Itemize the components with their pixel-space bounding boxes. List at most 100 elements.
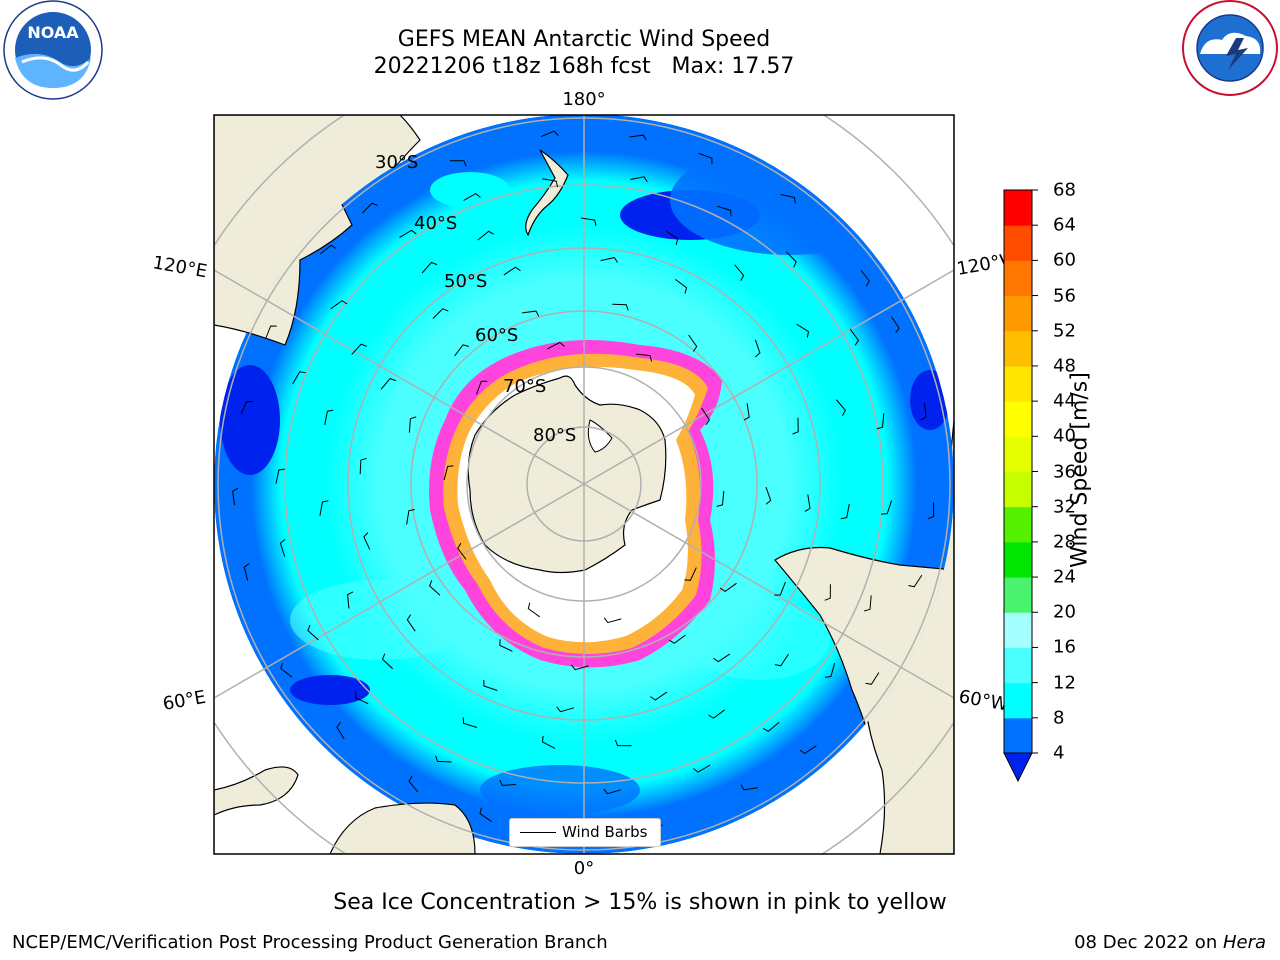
wind-barb	[330, 300, 348, 310]
wind-barb	[774, 581, 786, 596]
footer-credit: NCEP/EMC/Verification Post Processing Pr…	[12, 932, 608, 953]
noaa-logo-text: NOAA	[27, 23, 79, 42]
wind-barb	[319, 500, 329, 516]
lon-label-60e: 60°E	[161, 687, 207, 715]
wind-barb	[698, 152, 713, 165]
wind-barb	[774, 653, 789, 667]
wind-barb	[542, 178, 558, 188]
colorbar-segment	[1004, 401, 1032, 437]
colorbar-segment	[1004, 647, 1032, 684]
wind-barb	[351, 343, 367, 355]
wind-barb	[580, 217, 597, 227]
wind-barb	[636, 353, 653, 362]
lat-label-60s: 60°S	[475, 325, 518, 346]
colorbar-segment	[1004, 190, 1032, 226]
map-frame	[213, 114, 955, 855]
wind-barb	[347, 591, 354, 609]
wind-barb	[688, 334, 698, 352]
wind-barb	[600, 257, 619, 263]
wind-barb	[547, 341, 565, 350]
wind-barb	[483, 679, 498, 691]
wind-barb	[630, 176, 648, 183]
colorbar-under-arrow	[1003, 752, 1033, 783]
nws-logo	[1182, 0, 1278, 96]
wind-barb	[734, 264, 745, 281]
wind-barb	[406, 509, 415, 525]
lon-label-180: 180°	[562, 89, 605, 110]
wind-barb	[693, 764, 711, 773]
wind-barb	[556, 706, 575, 713]
lat-label-70s: 70°S	[503, 376, 546, 397]
wind-barb-legend-line	[520, 832, 556, 833]
wind-barb	[408, 416, 417, 433]
colorbar-tick-label: 4	[1053, 742, 1065, 764]
wind-barb	[336, 722, 345, 740]
colorbar-segment	[1004, 436, 1032, 472]
wind-barb	[265, 325, 277, 340]
colorbar-segment	[1004, 506, 1032, 543]
colorbar-tick-label: 24	[1053, 566, 1076, 588]
wind-barb	[406, 614, 416, 632]
footer-date: 08 Dec 2022 on Hera	[1074, 932, 1266, 953]
wind-barb	[280, 662, 293, 678]
colorbar-tick-label: 16	[1053, 636, 1076, 658]
wind-barb	[240, 400, 253, 415]
wind-barb	[477, 230, 495, 241]
colorbar-segment	[1004, 682, 1032, 719]
colorbar-segment	[1004, 260, 1032, 297]
wind-barb	[927, 502, 935, 520]
colorbar-tick-label: 64	[1053, 214, 1076, 236]
wind-barb	[876, 413, 885, 430]
wind-barb	[275, 468, 285, 484]
colorbar-segment	[1004, 577, 1032, 613]
wind-barb	[363, 532, 371, 550]
noaa-logo: NOAA	[3, 0, 103, 100]
colorbar-tick-label: 20	[1053, 601, 1076, 623]
colorbar-segment	[1004, 295, 1032, 332]
wind-barb	[792, 417, 799, 435]
lat-label-30s: 30°S	[375, 152, 418, 173]
wind-barb	[743, 403, 750, 421]
wind-barb	[361, 202, 378, 214]
chart-title: GEFS MEAN Antarctic Wind Speed	[397, 27, 771, 52]
wind-barb	[457, 542, 467, 560]
wind-barb	[716, 490, 725, 507]
footer-date-text: 08 Dec 2022 on	[1074, 932, 1223, 953]
wind-barb	[701, 407, 711, 426]
wind-barb	[716, 205, 732, 217]
wind-barb	[435, 755, 452, 763]
wind-barb	[650, 691, 668, 701]
wind-barb	[499, 639, 513, 652]
colorbar-segment	[1004, 541, 1032, 578]
lat-label-40s: 40°S	[414, 213, 457, 234]
wind-barb	[541, 735, 556, 749]
colorbar-tick-label: 44	[1053, 390, 1076, 412]
colorbar-tick-label: 36	[1053, 461, 1076, 482]
wind-barb	[865, 672, 880, 685]
wind-barb	[799, 745, 817, 755]
lon-label-0: 0°	[574, 858, 594, 879]
wind-barb	[614, 739, 632, 747]
sea-ice-note: Sea Ice Concentration > 15% is shown in …	[333, 890, 947, 915]
wind-barb	[629, 134, 647, 141]
wind-barb	[860, 269, 871, 287]
wind-barb	[713, 653, 731, 663]
wind-barb	[908, 574, 923, 588]
wind-barb	[780, 194, 796, 204]
wind-barb	[429, 580, 441, 596]
colorbar-tick-label: 12	[1053, 672, 1076, 694]
colorbar	[1003, 189, 1038, 783]
wind-barb	[824, 662, 836, 678]
wind-barb	[319, 244, 337, 255]
legend-label: Wind Barbs	[562, 823, 648, 841]
colorbar-segment	[1004, 612, 1032, 648]
colorbar-segment	[1004, 225, 1032, 261]
colorbar-segment	[1004, 471, 1032, 508]
wind-barb	[462, 717, 478, 728]
wind-barb	[463, 192, 481, 201]
wind-barb	[665, 230, 679, 246]
colorbar-tick-label: 68	[1053, 179, 1076, 201]
wind-barb	[881, 500, 893, 515]
